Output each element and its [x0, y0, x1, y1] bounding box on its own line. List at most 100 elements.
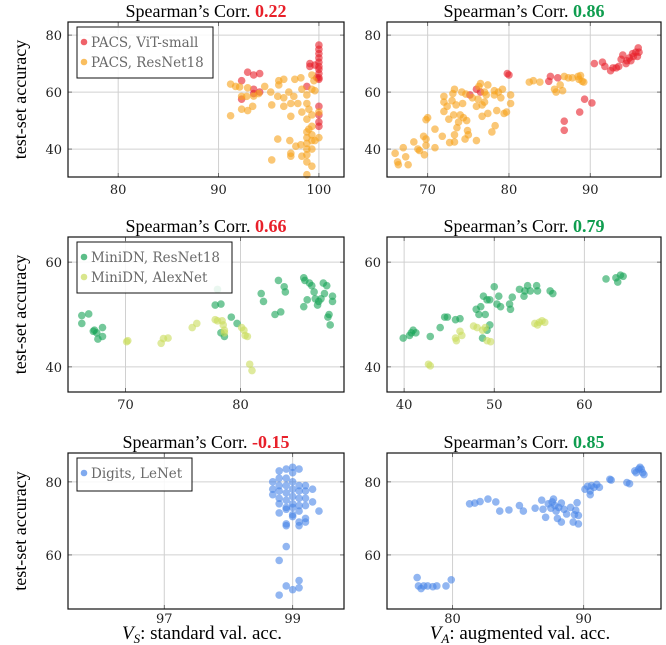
subplot-title: Spearman’s Corr. 0.22 — [126, 1, 287, 21]
data-point — [431, 125, 439, 133]
subplot-6: 80 90 60 80 Spearman’s Corr. 0.85 VA: augment… — [364, 432, 662, 645]
data-point — [458, 331, 466, 340]
x-tick-label: 80 — [232, 398, 249, 413]
data-point — [328, 297, 337, 306]
data-point — [590, 59, 599, 68]
data-point — [308, 145, 316, 153]
data-point — [544, 77, 553, 86]
series-pacs-resnet18 — [391, 71, 588, 169]
x-tick-label: 80 — [444, 612, 461, 627]
x-axis-label: VA: augmented val. acc. — [430, 623, 610, 645]
y-tick-label: 60 — [45, 86, 62, 101]
x-tick-label: 80 — [501, 183, 518, 198]
data-point — [257, 289, 266, 298]
subplot-5: 97 99 60 80 Spearman’s Corr. -0.15 test-set a… — [10, 432, 345, 645]
data-point — [315, 133, 323, 142]
y-axis-label: test-set accuracy — [10, 255, 30, 374]
data-point — [580, 95, 589, 104]
data-point — [508, 293, 517, 302]
data-point — [458, 99, 467, 108]
data-point — [496, 302, 505, 311]
series-pacs-vit-small — [237, 41, 323, 131]
data-point — [288, 512, 297, 521]
data-point — [279, 93, 288, 102]
legend-marker-icon — [80, 58, 88, 66]
data-point — [623, 56, 631, 65]
title-prefix: Spearman’s Corr. — [126, 216, 255, 236]
data-point — [401, 152, 410, 161]
series-digits-lenet — [413, 463, 648, 593]
data-point — [579, 78, 588, 86]
y-tick-label: 40 — [45, 143, 62, 158]
data-point — [636, 463, 644, 472]
data-point — [595, 483, 604, 492]
data-point — [299, 302, 308, 311]
subplot-3: 70 80 40 60 Spearman’s Corr. 0.66 test-set ac… — [10, 216, 345, 413]
data-point — [629, 52, 638, 61]
axes-frame — [67, 21, 345, 178]
data-point — [420, 150, 429, 159]
data-point — [450, 138, 459, 146]
data-point — [308, 498, 317, 506]
data-point — [275, 556, 283, 565]
data-point — [308, 485, 317, 493]
data-point — [486, 337, 495, 346]
legend-label: MiniDN, ResNet18 — [91, 250, 220, 266]
y-tick-label: 60 — [364, 256, 381, 271]
data-point — [237, 76, 246, 85]
data-point — [227, 313, 236, 321]
title-prefix: Spearman’s Corr. — [444, 432, 573, 452]
series-pacs-vit-small — [466, 44, 643, 135]
data-point — [288, 478, 297, 486]
data-point — [506, 99, 515, 108]
data-point — [315, 122, 323, 131]
data-point — [301, 481, 310, 490]
series-minidn-resnet18 — [78, 274, 337, 343]
data-point — [556, 81, 564, 89]
data-point — [275, 467, 283, 475]
data-point — [295, 494, 303, 503]
y-tick-label: 40 — [364, 361, 381, 376]
data-point — [413, 573, 421, 582]
data-point — [295, 481, 303, 490]
title-prefix: Spearman’s Corr. — [444, 1, 573, 21]
data-point — [282, 582, 291, 590]
data-point — [303, 150, 311, 159]
data-point — [249, 71, 258, 79]
data-point — [571, 506, 580, 515]
x-label-subscript: A — [440, 631, 449, 645]
subplot-title: Spearman’s Corr. 0.86 — [444, 1, 605, 21]
data-point — [315, 108, 323, 116]
x-label-text: : augmented val. acc. — [449, 623, 610, 644]
data-point — [311, 86, 319, 95]
legend: MiniDN, ResNet18 MiniDN, AlexNet — [76, 241, 233, 294]
data-point — [588, 99, 596, 107]
axes-frame — [386, 452, 662, 610]
data-point — [273, 92, 282, 101]
data-point — [438, 132, 447, 141]
data-point — [243, 84, 252, 92]
legend-marker-icon — [80, 273, 88, 281]
data-point — [279, 75, 288, 84]
legend-box — [76, 26, 214, 79]
data-point — [410, 138, 418, 146]
data-point — [506, 91, 515, 99]
legend-label: PACS, ViT-small — [91, 35, 198, 51]
data-point — [549, 289, 557, 298]
data-point — [519, 507, 528, 515]
data-point — [560, 126, 569, 135]
spearman-corr-value: 0.79 — [573, 216, 605, 236]
x-tick-label: 97 — [156, 612, 173, 627]
data-point — [464, 131, 473, 139]
subplot-title: Spearman’s Corr. 0.79 — [444, 216, 605, 236]
data-point — [281, 288, 290, 296]
data-point — [394, 160, 403, 169]
data-point — [533, 287, 542, 295]
data-point — [505, 506, 513, 514]
data-point — [282, 521, 291, 530]
data-point — [303, 296, 312, 304]
series-minidn-resnet18 — [399, 271, 627, 342]
y-tick-label: 40 — [45, 361, 62, 376]
data-point — [562, 510, 571, 518]
data-point — [601, 62, 609, 71]
